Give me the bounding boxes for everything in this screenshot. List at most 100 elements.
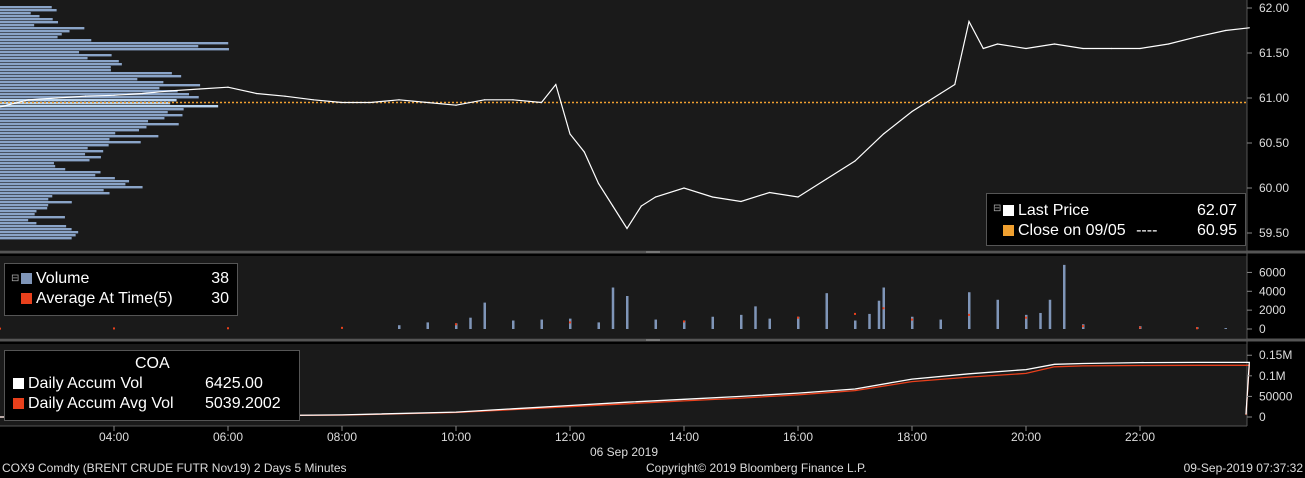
volume-profile-bar xyxy=(0,132,116,135)
volume-bar xyxy=(1048,299,1052,329)
volume-profile-bar xyxy=(0,60,119,63)
volume-profile-bar xyxy=(0,75,182,78)
accum-tick-label: 0 xyxy=(1259,410,1266,424)
volume-profile-bar xyxy=(0,174,96,177)
volume-bar xyxy=(455,323,458,329)
avg-time-marker xyxy=(227,327,229,330)
price-point xyxy=(369,101,372,104)
price-point xyxy=(640,205,642,207)
volume-profile-bar xyxy=(0,150,104,153)
price-legend[interactable]: ⊟ Last Price 62.07 Close on 09/05 ---- 6… xyxy=(986,193,1246,246)
volume-profile-bar xyxy=(0,120,149,123)
collapse-icon[interactable]: ⊟ xyxy=(11,273,20,284)
volume-profile-bar xyxy=(0,87,160,90)
volume-label: Volume xyxy=(36,270,90,287)
x-tick-label: 14:00 xyxy=(669,430,699,444)
swatch-white xyxy=(1003,205,1014,216)
volume-profile-bar xyxy=(0,186,143,189)
volume-profile-bar xyxy=(0,69,111,72)
volume-profile-bar xyxy=(0,222,37,225)
volume-profile-bar xyxy=(0,192,110,195)
accum-avg-value: 5039.2002 xyxy=(205,395,281,412)
price-point xyxy=(982,47,984,50)
price-point xyxy=(882,133,885,135)
price-point xyxy=(954,83,956,86)
volume-tick-label: 2000 xyxy=(1259,303,1286,317)
volume-bar xyxy=(540,319,543,329)
swatch-blue xyxy=(21,273,32,284)
volume-profile-bar xyxy=(0,189,104,192)
price-point xyxy=(512,99,514,101)
price-tick-label: 59.50 xyxy=(1259,226,1289,240)
volume-bar xyxy=(683,320,686,329)
volume-profile-bar xyxy=(0,57,88,60)
volume-profile-bar xyxy=(0,96,199,99)
volume-profile-bar xyxy=(0,54,112,57)
footer-copyright: Copyright© 2019 Bloomberg Finance L.P. xyxy=(646,461,867,475)
volume-profile-bar xyxy=(0,18,53,21)
volume-bar xyxy=(797,316,800,329)
avg-time-marker xyxy=(683,320,685,323)
price-point xyxy=(911,110,913,113)
price-point xyxy=(1224,29,1227,32)
avg-time-marker xyxy=(1082,325,1084,328)
price-point xyxy=(597,182,600,185)
x-tick-label: 10:00 xyxy=(441,430,471,444)
price-point xyxy=(1139,47,1141,50)
volume-profile-bar xyxy=(0,63,122,66)
price-point xyxy=(398,99,400,101)
x-tick-label: 08:00 xyxy=(327,430,357,444)
legend-close: Close on 09/05 ---- xyxy=(1003,222,1157,240)
accum-tick-label: 50000 xyxy=(1259,389,1293,403)
swatch-red xyxy=(13,398,24,409)
volume-profile-bar xyxy=(0,141,141,144)
price-point xyxy=(583,151,585,153)
volume-bar xyxy=(754,306,757,329)
avg-time-label: Average At Time(5) xyxy=(36,290,173,307)
price-point xyxy=(141,92,144,95)
volume-profile-bar xyxy=(0,21,59,24)
volume-profile-bar xyxy=(0,234,76,237)
volume-profile-bar xyxy=(0,6,52,9)
volume-profile-bar xyxy=(0,12,31,15)
price-point xyxy=(113,94,115,96)
volume-profile-bar xyxy=(0,210,37,213)
avg-time-marker xyxy=(911,318,913,321)
x-tick-label: 22:00 xyxy=(1125,430,1155,444)
volume-profile-bar xyxy=(0,9,57,12)
volume-legend[interactable]: ⊟ Volume 38 Average At Time(5) 30 xyxy=(4,263,238,316)
avg-time-marker xyxy=(882,307,885,310)
date-label: 06 Sep 2019 xyxy=(590,445,658,459)
price-point xyxy=(612,205,614,207)
price-point xyxy=(255,92,258,95)
volume-profile-bar xyxy=(0,147,88,150)
price-point xyxy=(854,160,856,162)
volume-profile-bar xyxy=(0,213,35,216)
avg-time-marker xyxy=(341,326,343,329)
volume-bar xyxy=(868,313,871,329)
accum-title: COA xyxy=(135,355,170,372)
volume-profile-bar xyxy=(0,66,111,69)
volume-profile-bar xyxy=(0,30,70,33)
volume-bar xyxy=(512,320,515,329)
price-point xyxy=(1082,47,1084,50)
last-price-label: Last Price xyxy=(1018,202,1090,219)
collapse-icon[interactable]: ⊟ xyxy=(993,203,1002,214)
volume-profile-bar xyxy=(0,171,101,174)
avg-time-marker xyxy=(1196,327,1198,330)
volume-bar xyxy=(740,314,743,329)
accum-legend[interactable]: COA Daily Accum Vol 6425.00 Daily Accum … xyxy=(4,350,300,421)
volume-profile-bar xyxy=(0,219,29,222)
volume-profile-bar xyxy=(0,177,115,180)
volume-bar xyxy=(1039,312,1042,329)
price-point xyxy=(227,86,229,88)
volume-bar xyxy=(1025,314,1028,329)
volume-profile-bar xyxy=(0,33,62,36)
volume-tick-label: 6000 xyxy=(1259,265,1286,279)
volume-profile-bar xyxy=(0,90,178,93)
volume-bar xyxy=(768,318,771,329)
price-point xyxy=(426,101,429,104)
volume-profile-bar xyxy=(0,237,72,240)
volume-profile-bar xyxy=(0,108,184,111)
